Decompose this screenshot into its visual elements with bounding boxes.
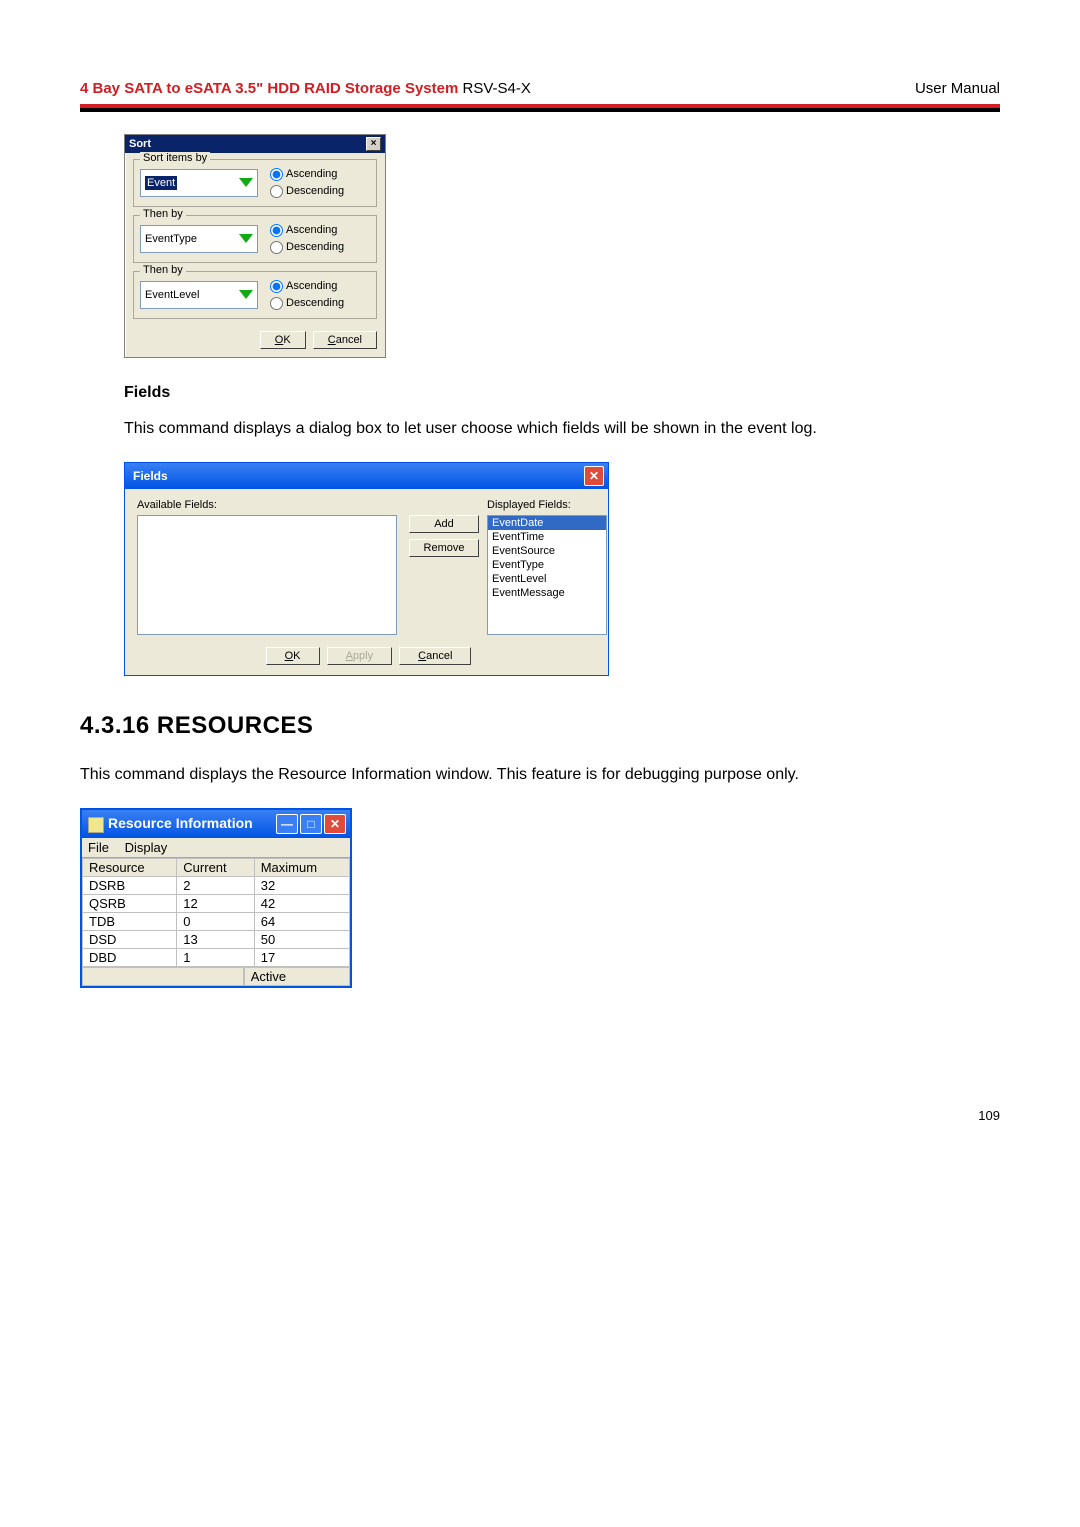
ok-button[interactable]: OK bbox=[266, 647, 320, 665]
chevron-down-icon bbox=[237, 286, 255, 304]
ok-button[interactable]: OK bbox=[260, 331, 306, 349]
header-title-bold: 4 Bay SATA to eSATA 3.5" HDD RAID Storag… bbox=[80, 80, 462, 97]
page-number: 109 bbox=[80, 1108, 1000, 1123]
table-row: DSD1350 bbox=[83, 931, 350, 949]
sort-desc-radio[interactable]: Descending bbox=[270, 183, 344, 200]
table-cell: DSD bbox=[83, 931, 177, 949]
sort-field-select[interactable]: Event bbox=[140, 169, 258, 197]
sort-legend: Then by bbox=[140, 264, 186, 276]
list-item[interactable]: EventSource bbox=[488, 544, 606, 558]
fields-titlebar: Fields ✕ bbox=[125, 463, 608, 489]
close-icon[interactable]: ✕ bbox=[324, 814, 346, 834]
close-icon[interactable]: × bbox=[366, 137, 381, 151]
table-row: QSRB1242 bbox=[83, 895, 350, 913]
list-item[interactable]: EventDate bbox=[488, 516, 606, 530]
table-header: Maximum bbox=[254, 859, 349, 877]
chevron-down-icon bbox=[237, 230, 255, 248]
resources-heading: 4.3.16 RESOURCES bbox=[80, 712, 1000, 740]
displayed-label: Displayed Fields: bbox=[487, 499, 607, 511]
chevron-down-icon bbox=[237, 174, 255, 192]
add-button[interactable]: Add bbox=[409, 515, 479, 533]
sort-legend: Sort items by bbox=[140, 152, 210, 164]
header-right: User Manual bbox=[915, 80, 1000, 97]
page-header: 4 Bay SATA to eSATA 3.5" HDD RAID Storag… bbox=[80, 80, 1000, 112]
cancel-button[interactable]: Cancel bbox=[399, 647, 471, 665]
apply-button: Apply bbox=[327, 647, 393, 665]
sort-group-then1: Then by EventType Ascending Descending bbox=[133, 215, 377, 263]
available-label: Available Fields: bbox=[137, 499, 397, 511]
sort-legend: Then by bbox=[140, 208, 186, 220]
table-cell: DBD bbox=[83, 949, 177, 967]
fields-paragraph: This command displays a dialog box to le… bbox=[80, 414, 1000, 444]
sort-desc-radio[interactable]: Descending bbox=[270, 295, 344, 312]
status-text: Active bbox=[244, 967, 350, 986]
sort-group-then2: Then by EventLevel Ascending Descending bbox=[133, 271, 377, 319]
resource-title: Resource Information bbox=[108, 815, 253, 831]
sort-titlebar: Sort × bbox=[125, 135, 385, 153]
header-title-model: RSV-S4-X bbox=[462, 80, 530, 97]
sort-field-select[interactable]: EventLevel bbox=[140, 281, 258, 309]
minimize-icon[interactable]: — bbox=[276, 814, 298, 834]
table-cell: 12 bbox=[177, 895, 254, 913]
table-row: TDB064 bbox=[83, 913, 350, 931]
sort-asc-radio[interactable]: Ascending bbox=[270, 166, 344, 183]
fields-title: Fields bbox=[133, 469, 168, 483]
table-cell: DSRB bbox=[83, 877, 177, 895]
table-header: Current bbox=[177, 859, 254, 877]
fields-dialog: Fields ✕ Available Fields: Add Remove Di… bbox=[124, 462, 609, 676]
table-cell: 13 bbox=[177, 931, 254, 949]
list-item[interactable]: EventLevel bbox=[488, 572, 606, 586]
displayed-fields-list[interactable]: EventDateEventTimeEventSourceEventTypeEv… bbox=[487, 515, 607, 635]
close-icon[interactable]: ✕ bbox=[584, 466, 604, 486]
list-item[interactable]: EventTime bbox=[488, 530, 606, 544]
resource-menu: File Display bbox=[82, 838, 350, 858]
table-cell: 50 bbox=[254, 931, 349, 949]
table-cell: 17 bbox=[254, 949, 349, 967]
resource-info-window: Resource Information — □ ✕ File Display … bbox=[80, 808, 352, 988]
remove-button[interactable]: Remove bbox=[409, 539, 479, 557]
sort-asc-radio[interactable]: Ascending bbox=[270, 222, 344, 239]
menu-file[interactable]: File bbox=[88, 840, 109, 855]
table-cell: QSRB bbox=[83, 895, 177, 913]
app-icon bbox=[88, 817, 104, 833]
menu-display[interactable]: Display bbox=[125, 840, 168, 855]
list-item[interactable]: EventType bbox=[488, 558, 606, 572]
resource-titlebar: Resource Information — □ ✕ bbox=[82, 810, 350, 838]
sort-desc-radio[interactable]: Descending bbox=[270, 239, 344, 256]
status-bar: Active bbox=[82, 967, 350, 986]
table-cell: 64 bbox=[254, 913, 349, 931]
sort-title: Sort bbox=[129, 138, 151, 150]
fields-heading: Fields bbox=[124, 384, 1000, 402]
table-cell: 1 bbox=[177, 949, 254, 967]
header-stripe bbox=[80, 104, 1000, 112]
table-cell: 32 bbox=[254, 877, 349, 895]
table-cell: 2 bbox=[177, 877, 254, 895]
table-cell: TDB bbox=[83, 913, 177, 931]
table-cell: 0 bbox=[177, 913, 254, 931]
list-item[interactable]: EventMessage bbox=[488, 586, 606, 600]
table-row: DSRB232 bbox=[83, 877, 350, 895]
sort-group-primary: Sort items by Event Ascending Descending bbox=[133, 159, 377, 207]
cancel-button[interactable]: Cancel bbox=[313, 331, 377, 349]
table-row: DBD117 bbox=[83, 949, 350, 967]
maximize-icon[interactable]: □ bbox=[300, 814, 322, 834]
sort-field-select[interactable]: EventType bbox=[140, 225, 258, 253]
available-fields-list[interactable] bbox=[137, 515, 397, 635]
table-header: Resource bbox=[83, 859, 177, 877]
table-cell: 42 bbox=[254, 895, 349, 913]
sort-asc-radio[interactable]: Ascending bbox=[270, 278, 344, 295]
sort-dialog: Sort × Sort items by Event Ascending Des… bbox=[124, 134, 386, 358]
resources-paragraph: This command displays the Resource Infor… bbox=[80, 760, 1000, 790]
resource-table: ResourceCurrentMaximum DSRB232QSRB1242TD… bbox=[82, 858, 350, 967]
